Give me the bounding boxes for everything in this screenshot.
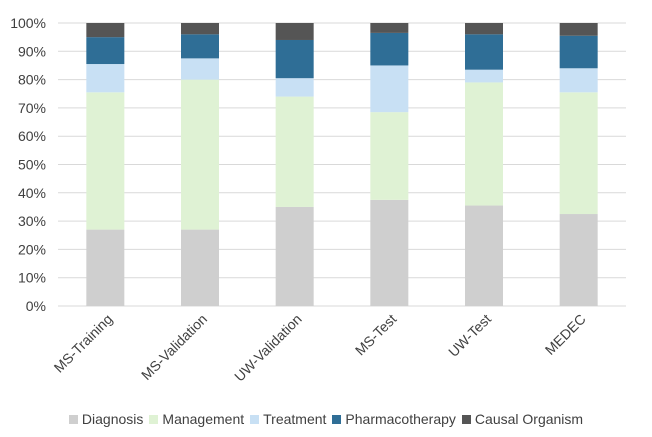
- bar-segment-management: [465, 82, 503, 206]
- y-tick-label: 80%: [18, 72, 46, 88]
- legend-item: Pharmacotherapy: [332, 411, 456, 427]
- bar-segment-causal-organism: [465, 23, 503, 35]
- legend-swatch: [461, 414, 471, 424]
- bar-segment-pharmacotherapy: [86, 37, 125, 65]
- x-axis-category-labels: MS-Training MS-Validation UW-Validation MS-…: [51, 311, 589, 385]
- bar-stack-uw-validation: [275, 23, 314, 306]
- y-tick-label: 20%: [18, 241, 46, 257]
- legend-label: Diagnosis: [81, 411, 144, 427]
- y-tick-label: 50%: [18, 157, 46, 173]
- bar-segment-pharmacotherapy: [465, 34, 503, 70]
- bar-segment-treatment: [370, 65, 409, 113]
- bar-segment-causal-organism: [275, 23, 314, 40]
- legend-item: Treatment: [250, 411, 326, 427]
- bar-segment-management: [181, 79, 219, 230]
- y-tick-label: 10%: [18, 270, 46, 286]
- bar-segment-diagnosis: [370, 199, 409, 306]
- bar-segment-pharmacotherapy: [370, 32, 409, 66]
- legend-swatch: [149, 414, 159, 424]
- y-tick-label: 70%: [18, 100, 46, 116]
- legend: Diagnosis Management Treatment Pharmacother…: [0, 411, 652, 427]
- y-tick-label: 0%: [26, 298, 46, 314]
- bar-segment-management: [275, 96, 314, 207]
- bar-segment-causal-organism: [181, 23, 219, 35]
- x-category-label: MS-Training: [51, 311, 116, 376]
- bar-segment-diagnosis: [465, 205, 503, 306]
- x-category-label: UW-Validation: [231, 311, 305, 385]
- x-category-label: MS-Validation: [138, 311, 210, 383]
- bar-segment-diagnosis: [181, 229, 219, 306]
- legend-label: Pharmacotherapy: [345, 411, 456, 427]
- legend-label: Treatment: [263, 411, 327, 427]
- legend-swatch: [332, 414, 342, 424]
- bar-stack-ms-training: [86, 23, 125, 306]
- legend-item: Management: [149, 411, 244, 427]
- bars: [86, 23, 598, 306]
- y-tick-label: 90%: [18, 43, 46, 59]
- bar-segment-diagnosis: [559, 214, 598, 306]
- bar-segment-diagnosis: [86, 229, 125, 306]
- x-category-label: MEDEC: [542, 311, 589, 358]
- bar-segment-causal-organism: [559, 23, 598, 36]
- bar-segment-causal-organism: [86, 23, 125, 38]
- bar-segment-treatment: [86, 64, 125, 93]
- y-tick-label: 60%: [18, 128, 46, 144]
- bar-segment-management: [86, 92, 125, 230]
- bar-segment-causal-organism: [370, 23, 409, 33]
- y-tick-label: 100%: [10, 15, 46, 31]
- bar-segment-diagnosis: [275, 206, 314, 306]
- legend-item: Diagnosis: [68, 411, 144, 427]
- bar-segment-management: [559, 92, 598, 215]
- bar-stack-ms-test: [370, 23, 409, 306]
- bar-stack-medec: [559, 23, 598, 306]
- bar-stack-ms-validation: [181, 23, 219, 306]
- bar-stack-uw-test: [465, 23, 503, 306]
- legend-label: Causal Organism: [474, 411, 584, 427]
- bar-segment-treatment: [181, 58, 219, 80]
- y-axis-tick-labels: 0% 10% 20% 30% 40% 50% 60% 70% 80% 90% 100%: [10, 15, 46, 314]
- legend-swatch: [250, 414, 260, 424]
- y-tick-label: 30%: [18, 213, 46, 229]
- gridlines: [58, 22, 626, 307]
- bar-segment-pharmacotherapy: [181, 34, 219, 59]
- x-category-label: MS-Test: [352, 311, 400, 359]
- bar-segment-management: [370, 112, 409, 200]
- bar-segment-treatment: [275, 78, 314, 97]
- legend-swatch: [68, 414, 78, 424]
- legend-label: Management: [162, 411, 245, 427]
- y-tick-label: 40%: [18, 185, 46, 201]
- legend-item: Causal Organism: [461, 411, 584, 427]
- x-category-label: UW-Test: [445, 311, 494, 360]
- bar-segment-pharmacotherapy: [559, 35, 598, 69]
- bar-segment-pharmacotherapy: [275, 39, 314, 79]
- bar-segment-treatment: [465, 69, 503, 83]
- bar-segment-treatment: [559, 68, 598, 93]
